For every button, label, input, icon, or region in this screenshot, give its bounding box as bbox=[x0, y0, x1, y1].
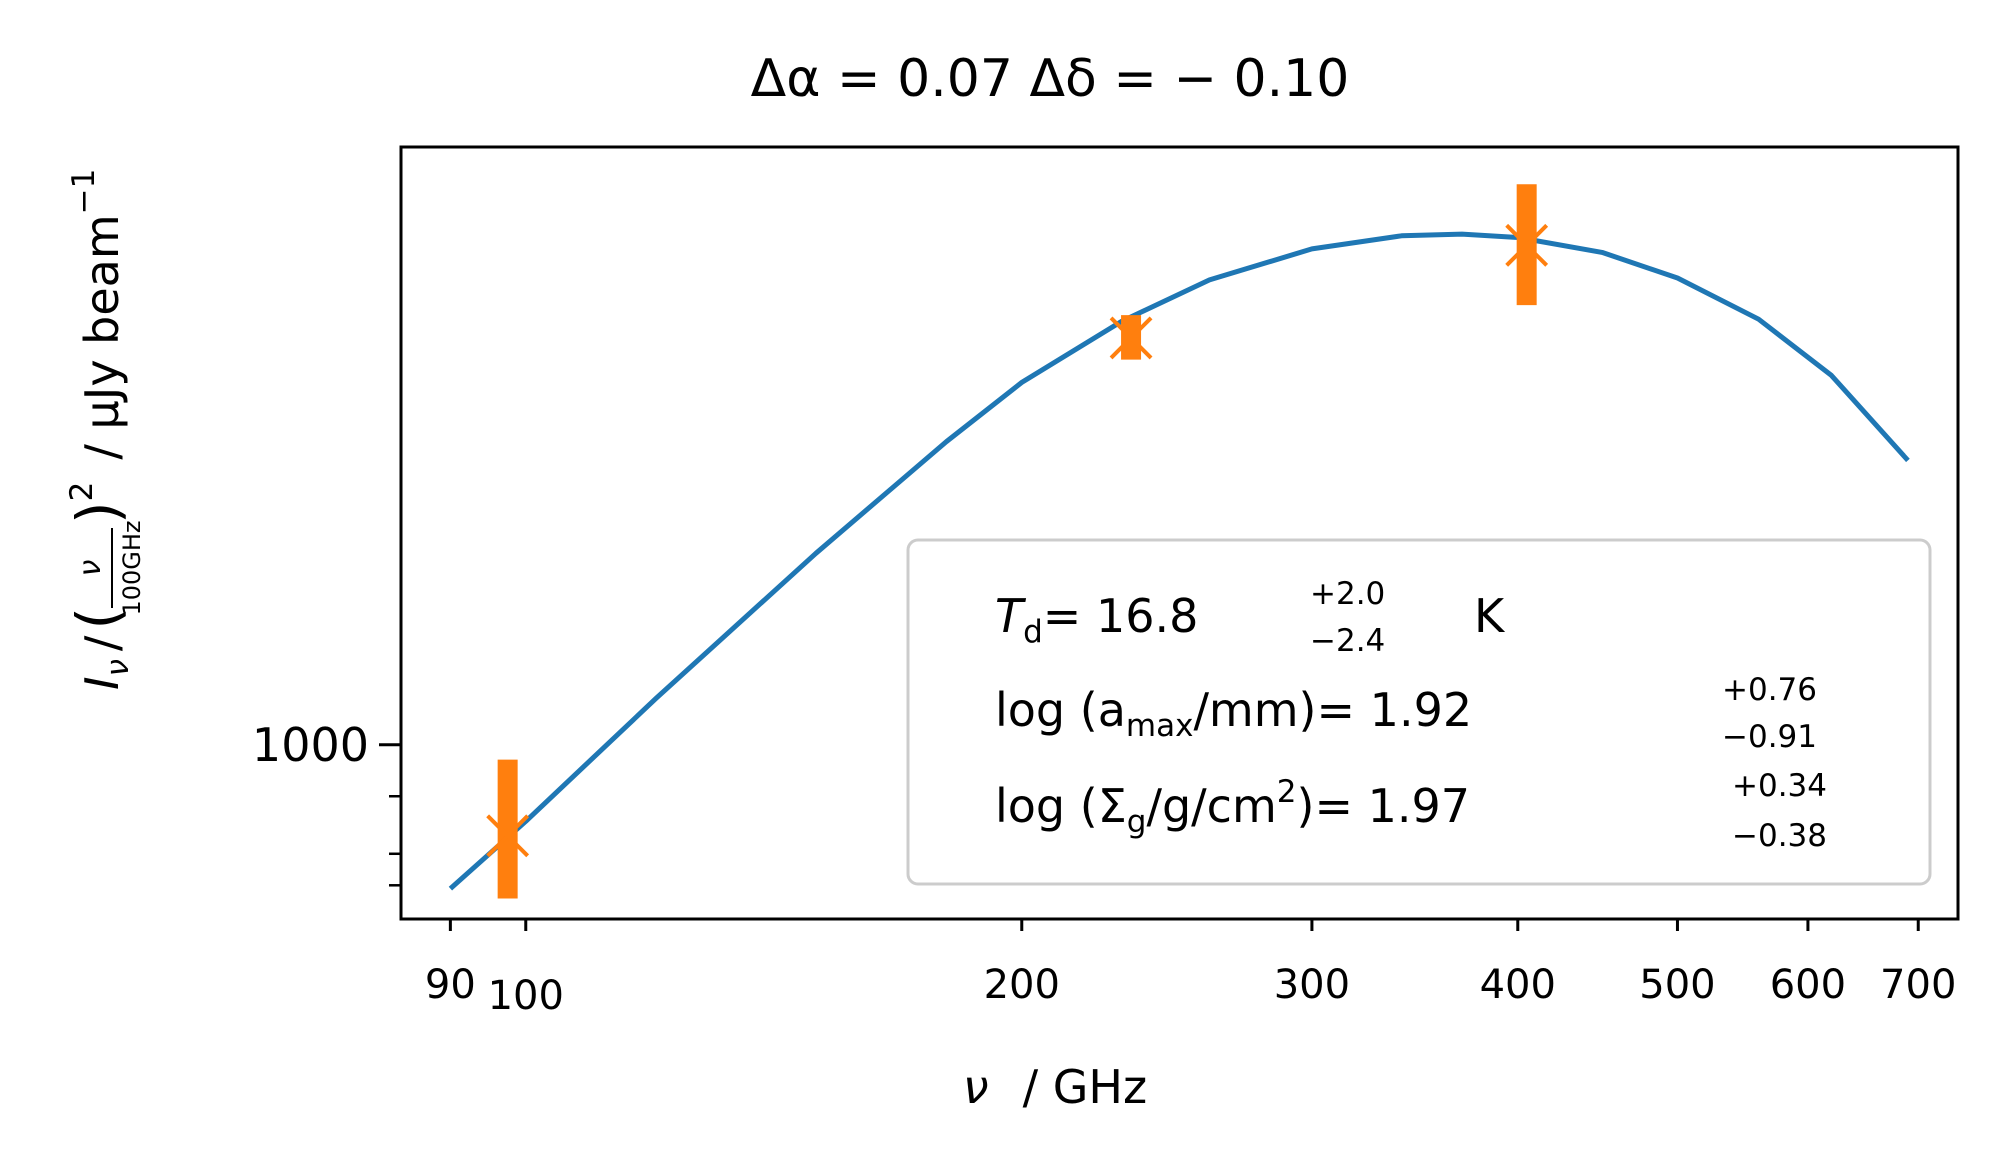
legend-line-3-sup: +0.34 bbox=[1732, 768, 1827, 804]
y-label-frac-den: 100GHz bbox=[118, 520, 146, 615]
x-tick-label: 600 bbox=[1770, 962, 1846, 1008]
y-tick-label: 1000 bbox=[252, 718, 369, 772]
svg-text:)2/ μJy beam−1: )2/ μJy beam−1 bbox=[64, 169, 132, 524]
y-label-lhs-sub: ν bbox=[100, 659, 136, 676]
x-tick-label: 400 bbox=[1480, 962, 1556, 1008]
y-label-lhs: I bbox=[75, 676, 129, 690]
data-point-marker bbox=[486, 814, 530, 858]
y-label-unit: / μJy beam bbox=[75, 214, 129, 459]
legend-line-1: Td= 16.8 bbox=[995, 589, 1198, 650]
y-label-frac-num: ν bbox=[73, 559, 108, 576]
chart-title: Δα = 0.07 Δδ = − 0.10 bbox=[751, 49, 1350, 109]
legend-line-1-sup: +2.0 bbox=[1310, 576, 1385, 612]
y-axis-label: Iν/( ν 100GHz )2/ μJy beam−1 bbox=[64, 169, 146, 690]
x-tick-label: 100 bbox=[488, 973, 564, 1019]
legend-line-2-sub: −0.91 bbox=[1722, 719, 1817, 755]
x-axis-label: ν / GHz bbox=[963, 1060, 1147, 1114]
x-tick-label: 700 bbox=[1880, 962, 1956, 1008]
y-label-slash: / bbox=[75, 635, 129, 651]
legend-line-1-sub: −2.4 bbox=[1310, 623, 1385, 659]
legend-line-2-sup: +0.76 bbox=[1722, 672, 1817, 708]
x-tick-label: 90 bbox=[425, 962, 476, 1008]
y-label-power: 2 bbox=[64, 482, 100, 502]
x-tick-label: 200 bbox=[984, 962, 1060, 1008]
legend: Td= 16.8 +2.0 −2.4 K log (amax/mm)= 1.92… bbox=[906, 538, 1932, 886]
legend-line-3: log (Σg/g/cm2)= 1.97 bbox=[995, 774, 1470, 840]
data-point-marker bbox=[1109, 316, 1153, 360]
data-point-marker bbox=[1505, 223, 1549, 267]
x-tick-label: 300 bbox=[1274, 962, 1350, 1008]
x-tick-label: 500 bbox=[1639, 962, 1715, 1008]
fit-curve bbox=[448, 231, 1910, 891]
data-points-layer bbox=[486, 184, 1549, 899]
svg-text:Iν/(: Iν/( bbox=[64, 607, 136, 690]
legend-box bbox=[906, 538, 1932, 886]
fit-curve-layer bbox=[448, 231, 1910, 891]
plot-frame bbox=[399, 145, 1960, 921]
legend-line-3-sub: −0.38 bbox=[1732, 818, 1827, 854]
legend-line-2: log (amax/mm)= 1.92 bbox=[995, 683, 1472, 744]
legend-line-1-unit: K bbox=[1474, 589, 1506, 643]
y-label-unit-power: −1 bbox=[66, 169, 102, 215]
axis-ticks: 90 100 200 300 400 500 600 700 1000 bbox=[252, 718, 1956, 1019]
